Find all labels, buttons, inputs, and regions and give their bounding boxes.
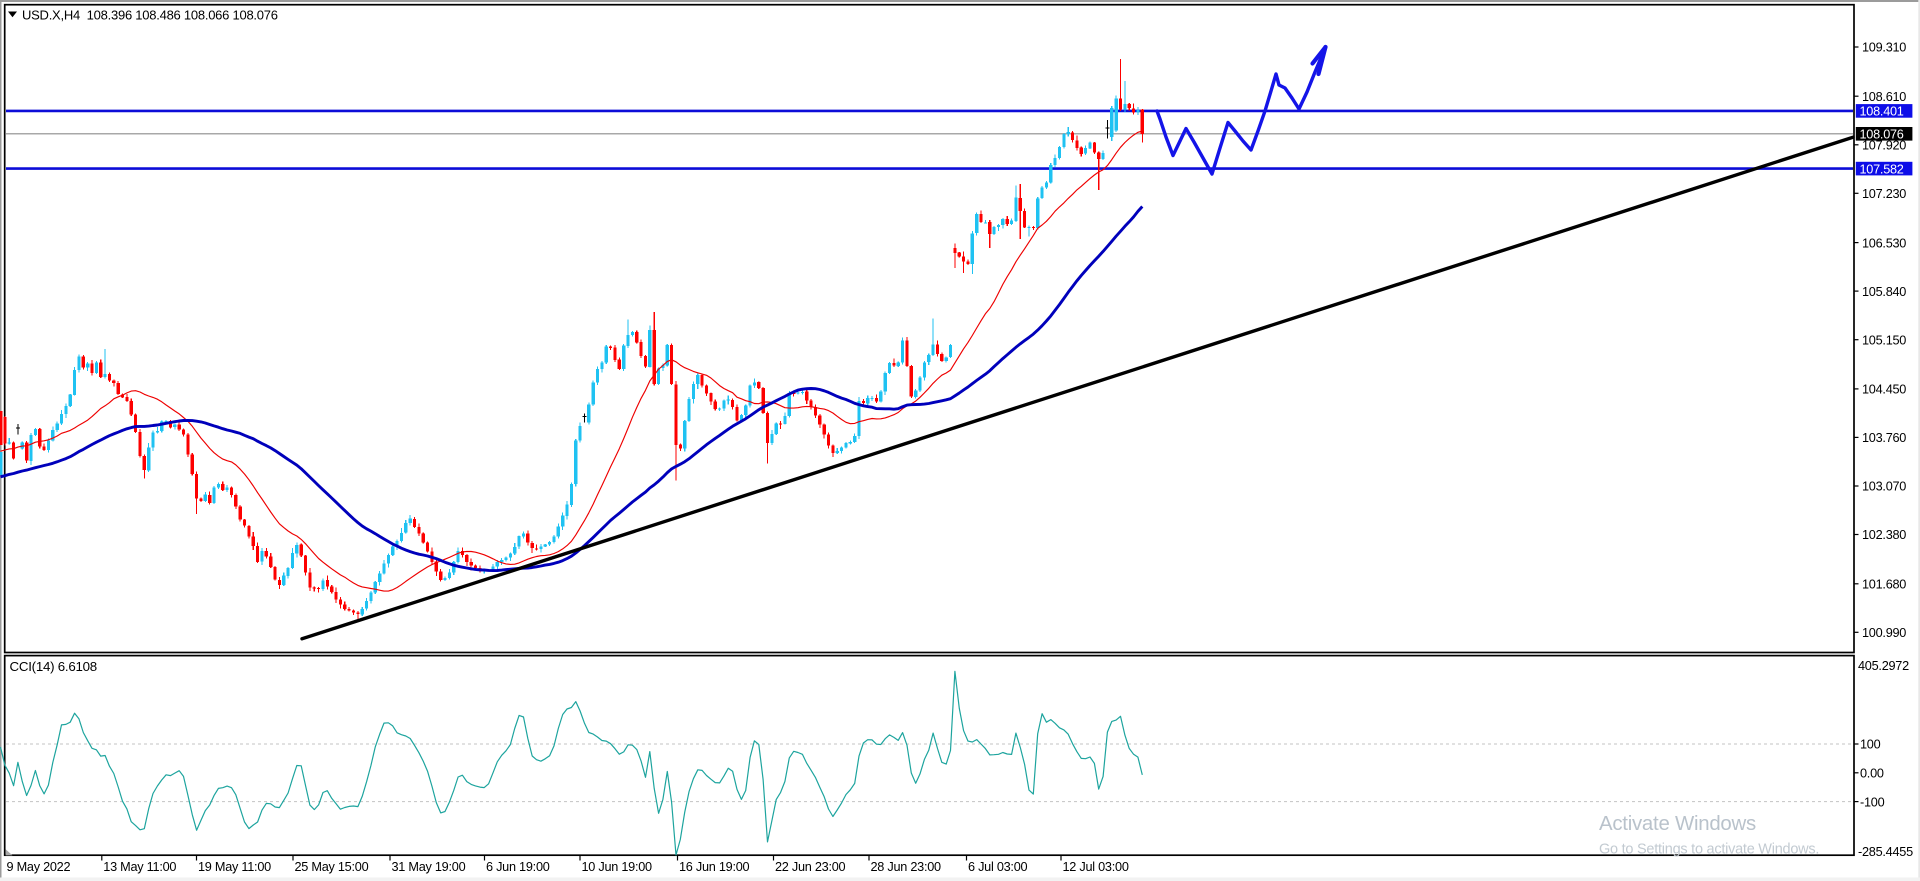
svg-text:6 Jun 19:00: 6 Jun 19:00 [486,860,550,874]
svg-text:104.450: 104.450 [1862,383,1906,397]
svg-text:31 May 19:00: 31 May 19:00 [392,860,466,874]
svg-text:108.076: 108.076 [1860,128,1904,142]
svg-text:Activate Windows: Activate Windows [1599,813,1756,835]
svg-text:0.00: 0.00 [1860,767,1884,781]
svg-text:9 May 2022: 9 May 2022 [7,860,71,874]
svg-text:-285.4455: -285.4455 [1858,845,1913,859]
svg-text:16 Jun 19:00: 16 Jun 19:00 [679,860,750,874]
svg-text:107.230: 107.230 [1862,187,1906,201]
svg-text:103.070: 103.070 [1862,480,1906,494]
svg-text:USD.X,H4 108.396 108.486 108.: USD.X,H4 108.396 108.486 108.066 108.076 [22,8,278,23]
svg-text:6 Jul 03:00: 6 Jul 03:00 [968,860,1028,874]
svg-text:103.760: 103.760 [1862,431,1906,445]
svg-text:CCI(14) 6.6108: CCI(14) 6.6108 [10,659,97,674]
svg-text:105.840: 105.840 [1862,285,1906,299]
svg-text:Go to Settings to activate Win: Go to Settings to activate Windows. [1599,842,1819,858]
svg-text:108.401: 108.401 [1860,105,1904,119]
svg-text:100: 100 [1860,738,1881,752]
svg-text:10 Jun 19:00: 10 Jun 19:00 [582,860,653,874]
svg-text:107.920: 107.920 [1862,139,1906,153]
svg-text:100.990: 100.990 [1862,626,1906,640]
svg-text:101.680: 101.680 [1862,578,1906,592]
svg-text:107.582: 107.582 [1860,162,1904,176]
svg-text:12 Jul 03:00: 12 Jul 03:00 [1063,860,1129,874]
svg-text:109.310: 109.310 [1862,41,1906,55]
svg-text:102.380: 102.380 [1862,528,1906,542]
svg-text:105.150: 105.150 [1862,333,1906,347]
svg-text:25 May 15:00: 25 May 15:00 [295,860,369,874]
svg-text:-100: -100 [1860,795,1885,809]
svg-text:108.610: 108.610 [1862,90,1906,104]
svg-text:13 May 11:00: 13 May 11:00 [103,860,176,874]
svg-text:22 Jun 23:00: 22 Jun 23:00 [775,860,846,874]
svg-text:106.530: 106.530 [1862,236,1906,250]
svg-text:19 May 11:00: 19 May 11:00 [198,860,271,874]
svg-text:28 Jun 23:00: 28 Jun 23:00 [871,860,942,874]
svg-text:405.2972: 405.2972 [1858,659,1909,673]
